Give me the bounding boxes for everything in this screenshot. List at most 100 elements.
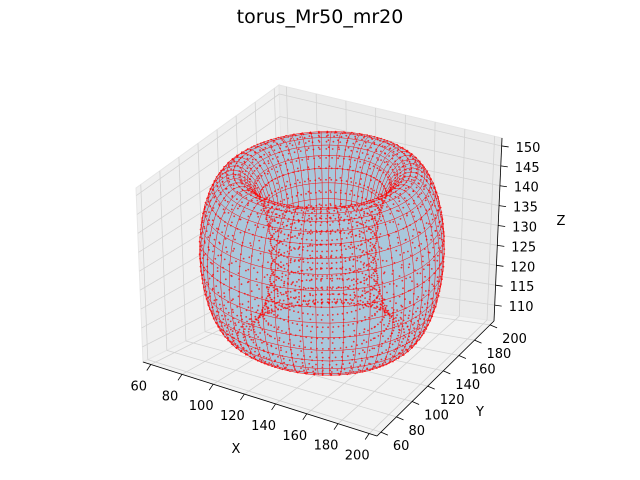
data-point [281,223,284,226]
data-point [329,224,331,226]
data-point [318,177,320,180]
data-point [300,280,303,282]
data-point [331,250,333,253]
data-point [331,306,334,309]
data-point [396,163,399,165]
data-point [351,131,353,134]
data-point [370,205,372,208]
data-point [438,288,440,290]
data-point [273,326,276,329]
surface-patch [343,305,358,323]
data-point [265,297,268,300]
data-point [392,269,394,272]
data-point [373,268,375,271]
data-point [269,242,272,245]
data-point [269,284,272,287]
data-point [298,253,301,256]
data-point [383,324,385,326]
data-point [383,309,385,311]
data-point [209,205,212,208]
data-point [241,201,243,204]
data-point [392,311,394,314]
data-point [218,173,220,176]
data-point [332,326,335,328]
data-point [272,280,275,283]
data-point [289,339,291,341]
data-point [365,264,368,267]
data-point [358,156,361,159]
data-point [430,178,432,181]
data-point [404,154,407,157]
data-point [381,207,383,209]
data-point [213,302,216,305]
data-point [370,355,372,358]
data-point [415,316,417,319]
data-point [215,321,217,324]
data-point [326,288,329,290]
data-point [298,141,301,144]
data-point [388,322,390,325]
data-point [426,170,428,173]
data-point [373,274,376,277]
data-point [264,212,267,214]
data-point [270,179,273,182]
data-point [424,168,426,170]
data-point [270,308,273,311]
data-point [353,329,356,332]
data-point [280,261,282,263]
data-point [274,231,277,233]
data-point [226,326,229,329]
data-point [313,167,316,170]
data-point [238,173,240,176]
data-point [270,264,273,267]
data-point [329,203,332,205]
data-point [374,242,377,245]
data-point [290,212,293,215]
data-point [433,186,436,189]
data-point [368,276,371,278]
data-point [437,254,439,257]
data-point [309,292,311,295]
data-point [407,266,410,269]
data-point [327,134,329,137]
data-point [238,170,241,172]
z-tick [498,225,506,227]
data-point [310,287,312,289]
data-point [277,255,280,257]
data-point [380,159,382,162]
data-point [233,159,235,162]
data-point [434,214,437,217]
data-point [260,155,263,158]
data-point [384,187,387,190]
data-point [276,142,278,145]
data-point [354,234,357,237]
data-point [281,303,284,306]
data-point [379,366,381,368]
data-point [342,302,344,305]
data-point [355,210,358,213]
data-point [357,195,360,198]
data-point [372,272,375,275]
data-point [287,217,290,220]
data-point [270,363,273,366]
data-point [422,332,425,335]
data-point [384,306,387,309]
data-point [290,204,293,207]
data-point [443,240,445,243]
data-point [295,194,298,197]
data-point [411,235,414,237]
data-point [291,305,293,308]
data-point [321,277,323,280]
data-point [422,268,425,271]
data-point [287,269,289,272]
data-point [274,269,277,272]
data-point [361,172,364,174]
data-point [241,303,244,306]
data-point [286,204,288,207]
data-point [204,201,207,204]
data-point [314,298,317,301]
surface-patch [301,243,316,259]
data-point [298,304,300,307]
data-point [272,141,275,143]
